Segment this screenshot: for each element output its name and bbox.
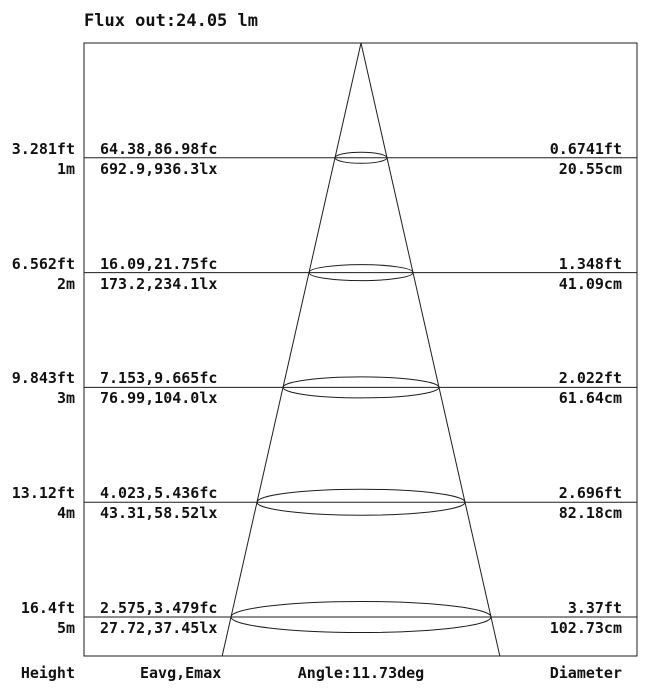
footer-height-label: Height <box>20 664 75 682</box>
cone-right-edge <box>360 42 501 657</box>
height-m-label: 1m <box>56 160 75 178</box>
chart-title: Flux out:24.05 lm <box>84 11 258 31</box>
height-ft-label: 9.843ft <box>11 369 75 387</box>
eavg-emax-fc-value: 4.023,5.436fc <box>100 484 218 502</box>
diameter-cm-value: 20.55cm <box>558 160 622 178</box>
diameter-ft-value: 2.696ft <box>558 484 622 502</box>
eavg-emax-lx-value: 692.9,936.3lx <box>100 160 218 178</box>
height-ft-label: 6.562ft <box>11 255 75 273</box>
beam-ellipse-5m <box>230 601 492 633</box>
footer-eavg-emax-label: Eavg,Emax <box>140 664 222 682</box>
height-ft-label: 13.12ft <box>11 484 75 502</box>
cone-left-edge <box>221 42 362 657</box>
chart-frame <box>83 42 638 657</box>
eavg-emax-fc-value: 2.575,3.479fc <box>100 599 218 617</box>
height-m-label: 3m <box>56 389 75 407</box>
diameter-cm-value: 82.18cm <box>558 504 622 522</box>
eavg-emax-lx-value: 27.72,37.45lx <box>100 619 218 637</box>
height-ft-label: 3.281ft <box>11 140 75 158</box>
height-m-label: 4m <box>56 504 75 522</box>
footer-diameter-label: Diameter <box>549 664 622 682</box>
eavg-emax-lx-value: 76.99,104.0lx <box>100 389 218 407</box>
eavg-emax-lx-value: 43.31,58.52lx <box>100 504 218 522</box>
eavg-emax-fc-value: 64.38,86.98fc <box>100 140 218 158</box>
eavg-emax-fc-value: 16.09,21.75fc <box>100 255 218 273</box>
diameter-ft-value: 3.37ft <box>567 599 622 617</box>
eavg-emax-fc-value: 7.153,9.665fc <box>100 369 218 387</box>
diameter-ft-value: 1.348ft <box>558 255 622 273</box>
eavg-emax-lx-value: 173.2,234.1lx <box>100 275 218 293</box>
beam-ellipse-1m <box>334 151 388 164</box>
beam-ellipse-4m <box>256 488 466 516</box>
height-ft-label: 16.4ft <box>20 599 75 617</box>
footer-beam-angle-label: Angle:11.73deg <box>297 664 425 682</box>
diameter-cm-value: 41.09cm <box>558 275 622 293</box>
beam-ellipse-2m <box>308 264 414 282</box>
diameter-ft-value: 0.6741ft <box>549 140 622 158</box>
beam-ellipse-3m <box>282 376 440 399</box>
diameter-cm-value: 61.64cm <box>558 389 622 407</box>
diameter-cm-value: 102.73cm <box>549 619 622 637</box>
height-m-label: 2m <box>56 275 75 293</box>
height-m-label: 5m <box>56 619 75 637</box>
diameter-ft-value: 2.022ft <box>558 369 622 387</box>
